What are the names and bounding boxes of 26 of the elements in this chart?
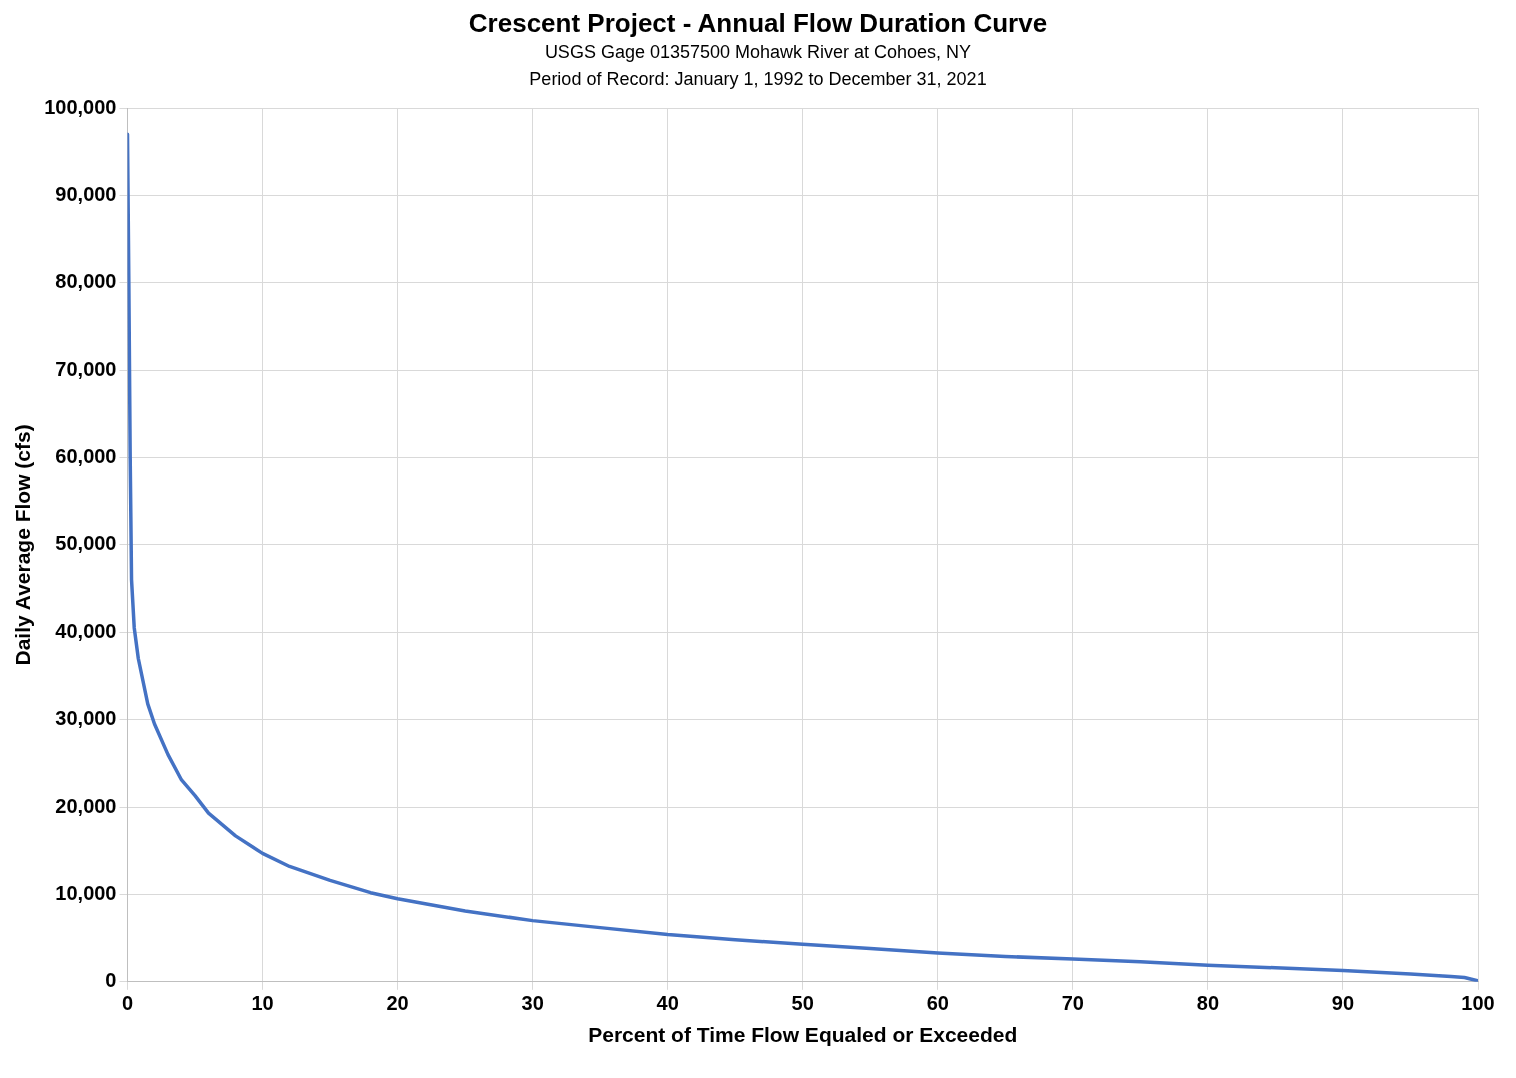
x-tick-label: 90 [1331,992,1355,1015]
y-axis-title: Daily Average Flow (cfs) [11,424,35,666]
y-tick-label: 50,000 [55,532,117,555]
x-tick-label: 20 [386,992,409,1015]
x-tick-label: 100 [1461,992,1495,1015]
x-tick-label: 40 [656,992,679,1015]
x-tick-label: 70 [1061,992,1084,1015]
x-tick-label: 80 [1196,992,1220,1015]
y-tick-label: 70,000 [55,357,117,380]
x-tick-label: 10 [251,992,274,1015]
x-tick-label: 30 [521,992,544,1015]
y-tick-label: 10,000 [55,881,117,904]
y-tick-label: 20,000 [55,794,117,817]
y-tick-label: 30,000 [55,707,117,730]
chart-title: Crescent Project - Annual Flow Duration Curve [467,8,1049,39]
y-tick-label: 0 [105,969,117,992]
y-tick-label: 90,000 [55,182,117,205]
y-tick-label: 80,000 [55,270,117,293]
chart-subtitle: USGS Gage 01357500 Mohawk River at Cohoes, NY Period of Record: January 1, 1992 to December 31, 2021 [528,41,988,91]
x-tick-label: 60 [926,992,949,1015]
y-tick-label: 40,000 [55,619,117,642]
x-axis-title: Percent of Time Flow Equaled or Exceeded [588,1023,1018,1047]
x-tick-label: 0 [121,992,134,1015]
x-tick-label: 50 [791,992,814,1015]
y-tick-label: 100,000 [44,95,117,118]
y-tick-label: 60,000 [55,445,117,468]
